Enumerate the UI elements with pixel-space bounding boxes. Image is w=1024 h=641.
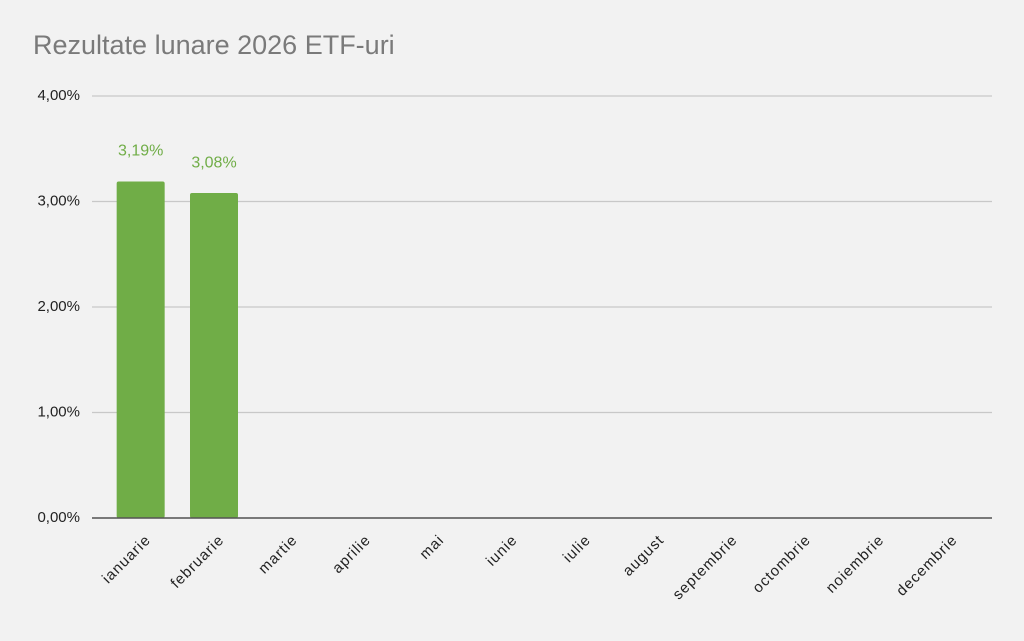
value-label: 3,19% [118,143,163,160]
bar [116,181,165,518]
y-tick-label: 4,00% [37,87,80,104]
chart-title: Rezultate lunare 2026 ETF-uri [33,30,395,60]
y-tick-label: 3,00% [37,192,80,209]
value-label: 3,08% [191,154,236,171]
y-tick-label: 2,00% [37,298,80,315]
y-tick-label: 0,00% [37,509,80,526]
y-tick-label: 1,00% [37,403,80,420]
bar [190,193,238,518]
